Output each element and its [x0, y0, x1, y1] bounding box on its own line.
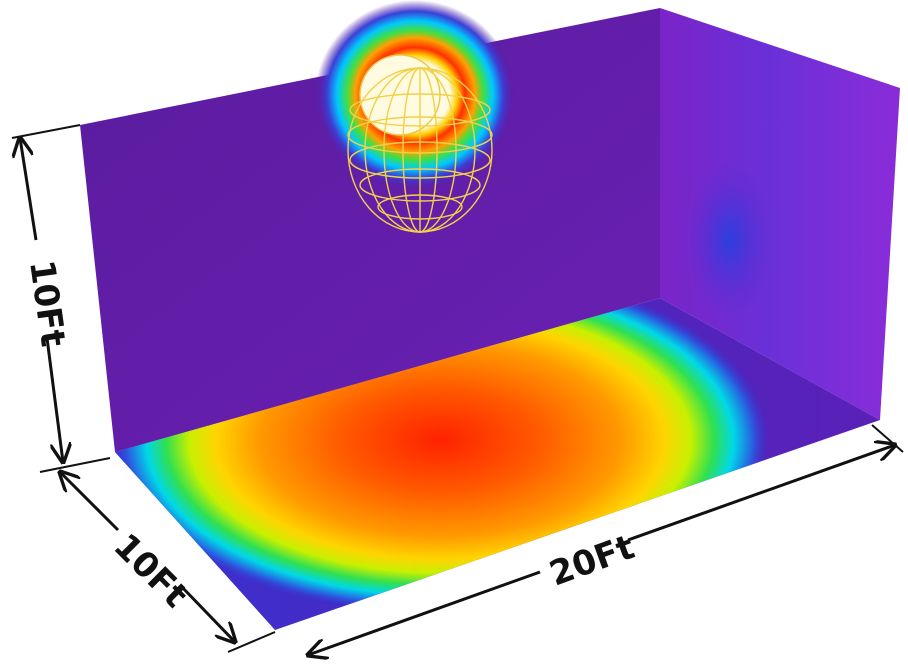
- height-label: 10Ft: [21, 258, 73, 350]
- lamp-photometric-web-icon: [347, 54, 493, 233]
- depth-dimension: [60, 472, 276, 653]
- side-wall-glow: [685, 160, 775, 320]
- width-label: 20Ft: [544, 527, 639, 594]
- back-wall: [80, 8, 660, 452]
- depth-label: 10Ft: [106, 526, 196, 616]
- width-dimension: [308, 424, 904, 655]
- height-dimension: [12, 124, 111, 473]
